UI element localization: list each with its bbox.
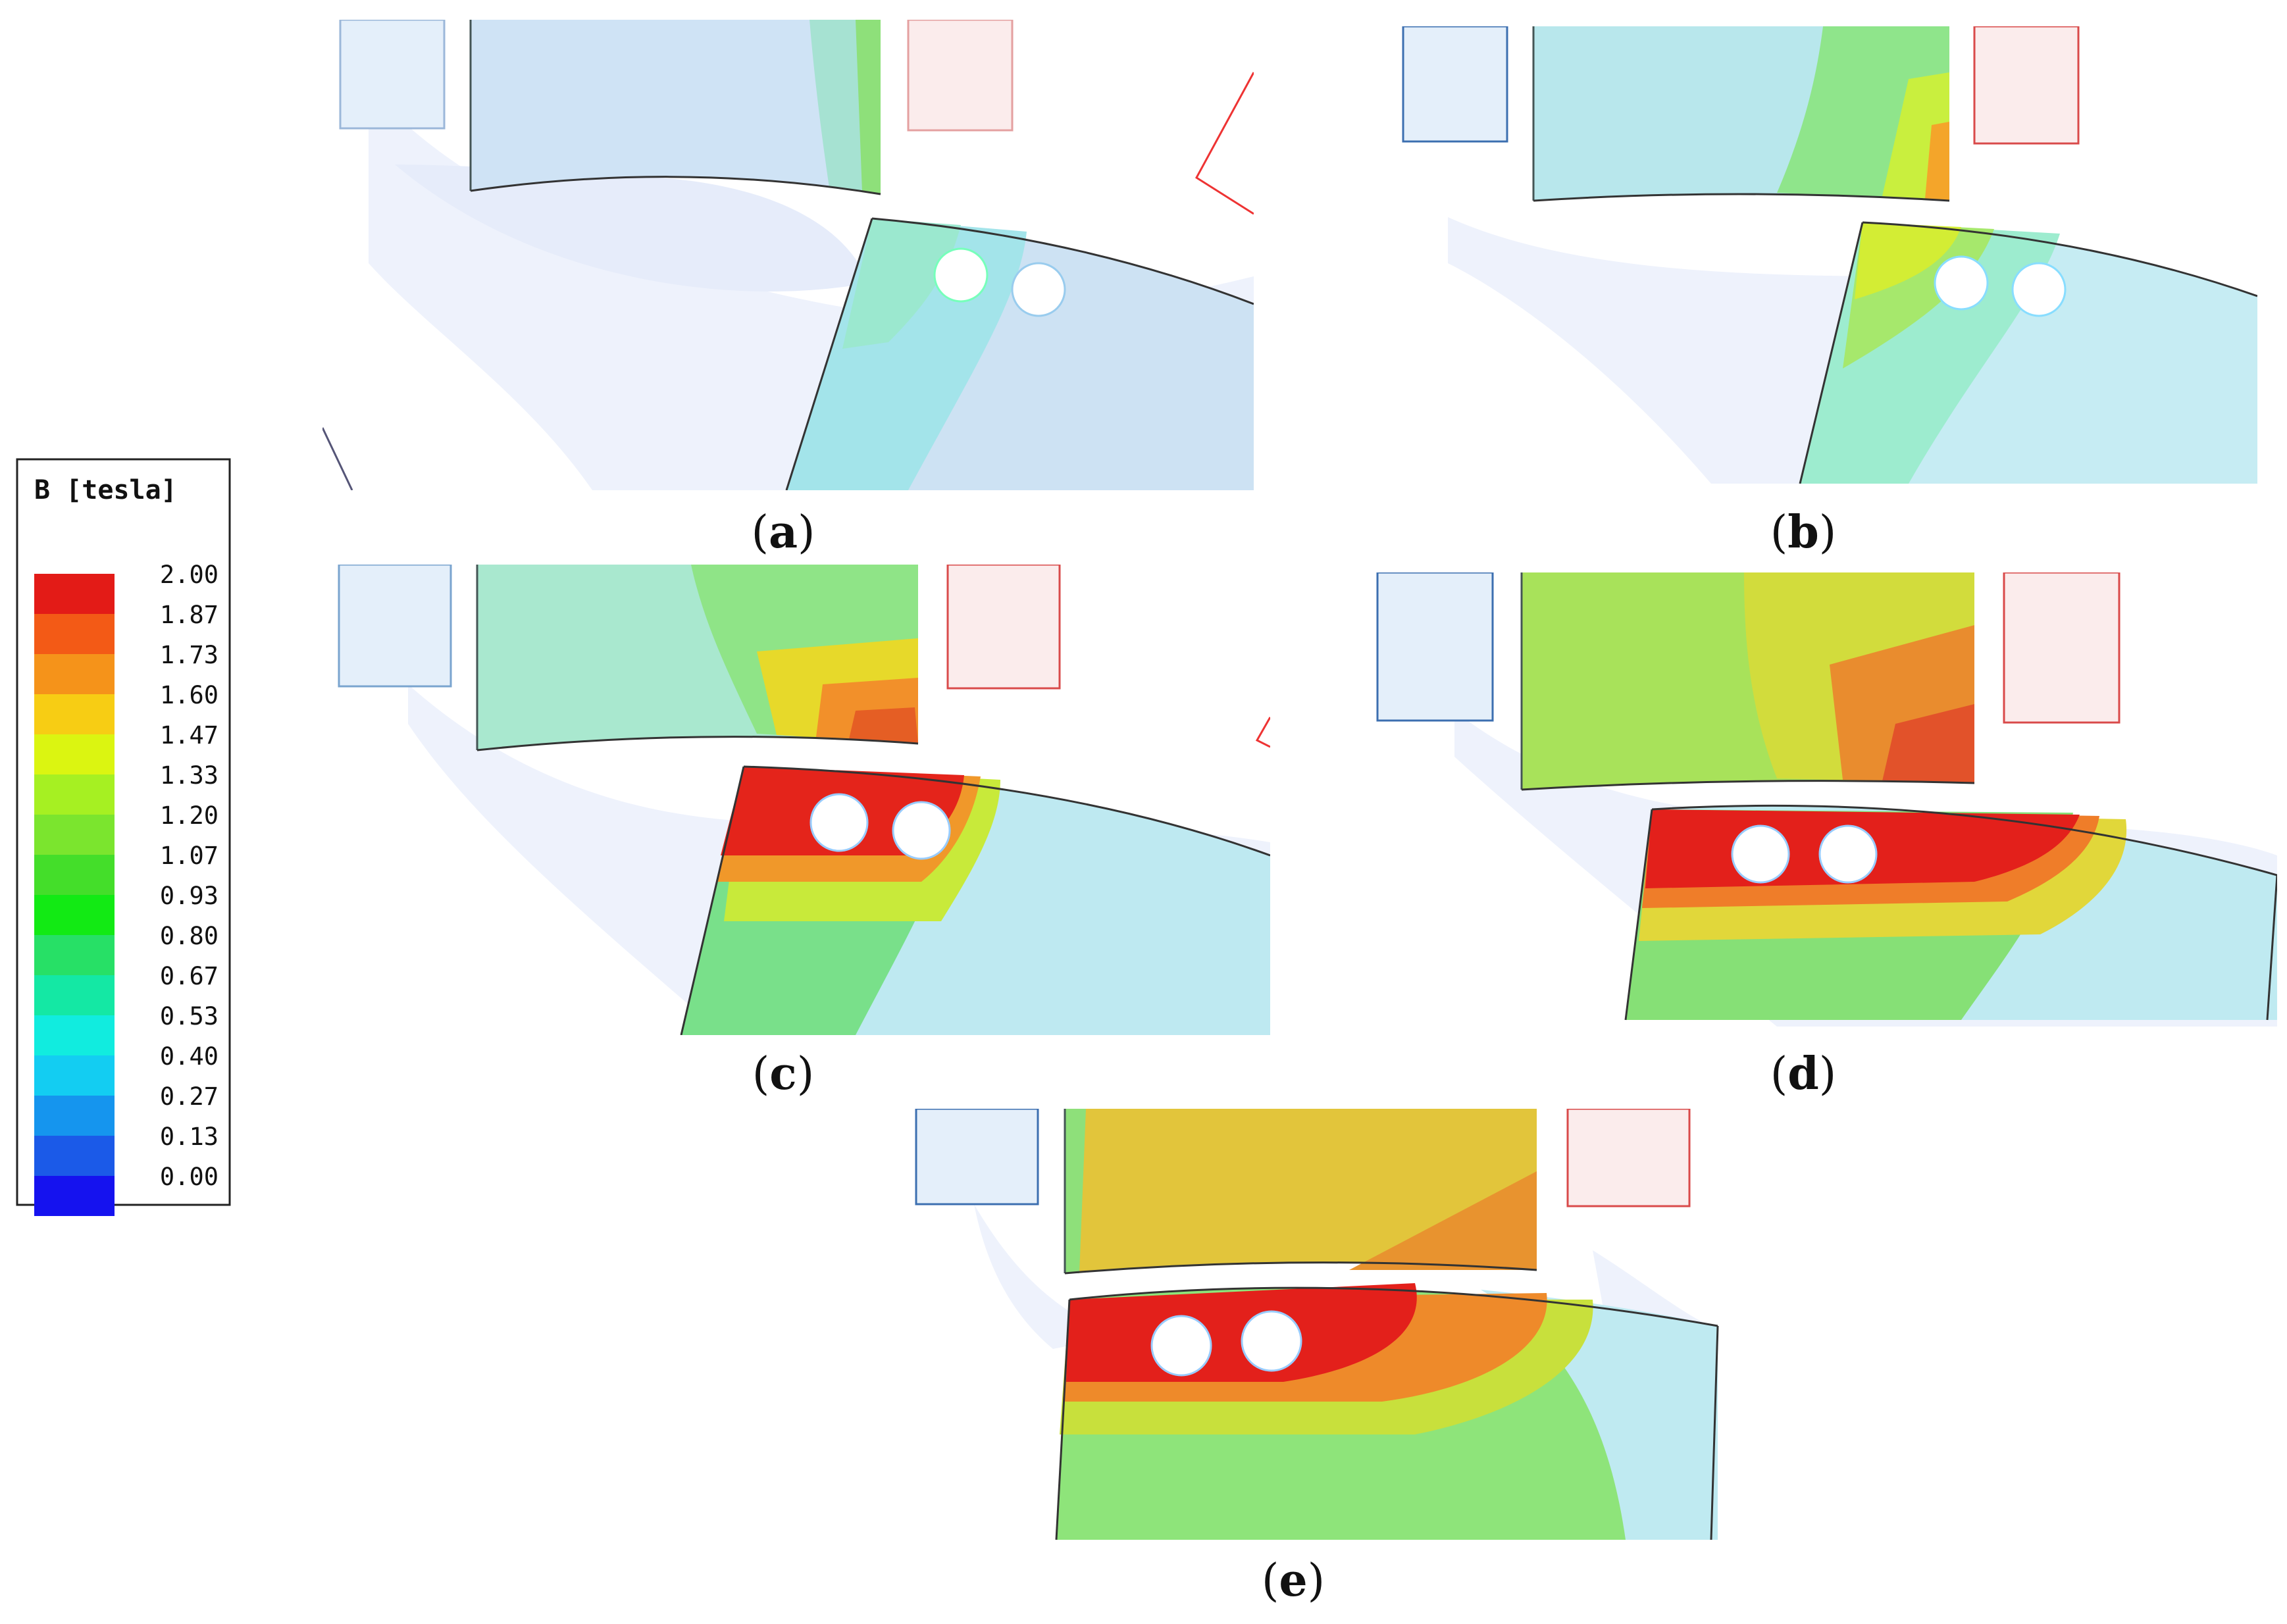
panel-c: (c) xyxy=(338,565,1270,1100)
legend-swatch xyxy=(34,815,115,855)
legend-tick-label: 1.47 xyxy=(160,721,218,749)
legend-tick-label: 1.73 xyxy=(160,641,218,669)
caption-c: (c) xyxy=(752,1048,814,1100)
legend-swatch xyxy=(34,694,115,734)
caption-b: (b) xyxy=(1770,506,1837,559)
legend-tick-label: 1.60 xyxy=(160,681,218,709)
legend-swatch xyxy=(34,975,115,1015)
panel-a: (a) xyxy=(322,20,1254,559)
legend-tick-label: 0.40 xyxy=(160,1042,218,1071)
legend-tick-label: 0.93 xyxy=(160,882,218,910)
caption-d: (d) xyxy=(1770,1048,1837,1100)
legend-swatch xyxy=(34,774,115,815)
panel-b: (b) xyxy=(1402,26,2257,559)
legend-tick-label: 1.07 xyxy=(160,842,218,870)
caption-e: (e) xyxy=(1262,1554,1325,1607)
legend-swatch xyxy=(34,734,115,774)
caption-a: (a) xyxy=(751,506,815,559)
legend-swatch xyxy=(34,654,115,694)
legend-swatch xyxy=(34,1055,115,1096)
panel-e: (e) xyxy=(915,1109,1719,1607)
legend-tick-label: 0.67 xyxy=(160,962,218,990)
panel-d: (d) xyxy=(1376,572,2277,1100)
legend-tick-label: 0.00 xyxy=(160,1163,218,1191)
legend-swatches xyxy=(34,574,115,1216)
legend-swatch xyxy=(34,574,115,614)
legend-swatch xyxy=(34,614,115,654)
legend-swatch xyxy=(34,1136,115,1176)
color-legend: B [tesla] 2.00 1.87 1.73 1.60 1.47 1.33 1.20 1.… xyxy=(16,458,231,1216)
legend-tick-label: 0.53 xyxy=(160,1002,218,1030)
legend-tick-labels: 2.00 1.87 1.73 1.60 1.47 1.33 1.20 1.07 0.93 0.80… xyxy=(160,561,218,1191)
legend-swatch xyxy=(34,1096,115,1136)
legend-tick-label: 1.87 xyxy=(160,601,218,629)
legend-tick-label: 0.27 xyxy=(160,1082,218,1111)
legend-tick-label: 1.20 xyxy=(160,801,218,830)
legend-swatch xyxy=(34,935,115,975)
legend-tick-label: 2.00 xyxy=(160,561,218,589)
legend-swatch xyxy=(34,855,115,895)
legend-swatch xyxy=(34,895,115,935)
legend-swatch xyxy=(34,1176,115,1216)
legend-title: B [tesla] xyxy=(34,475,177,505)
legend-swatch xyxy=(34,1015,115,1055)
legend-tick-label: 1.33 xyxy=(160,761,218,790)
legend-tick-label: 0.13 xyxy=(160,1123,218,1151)
legend-tick-label: 0.80 xyxy=(160,922,218,950)
